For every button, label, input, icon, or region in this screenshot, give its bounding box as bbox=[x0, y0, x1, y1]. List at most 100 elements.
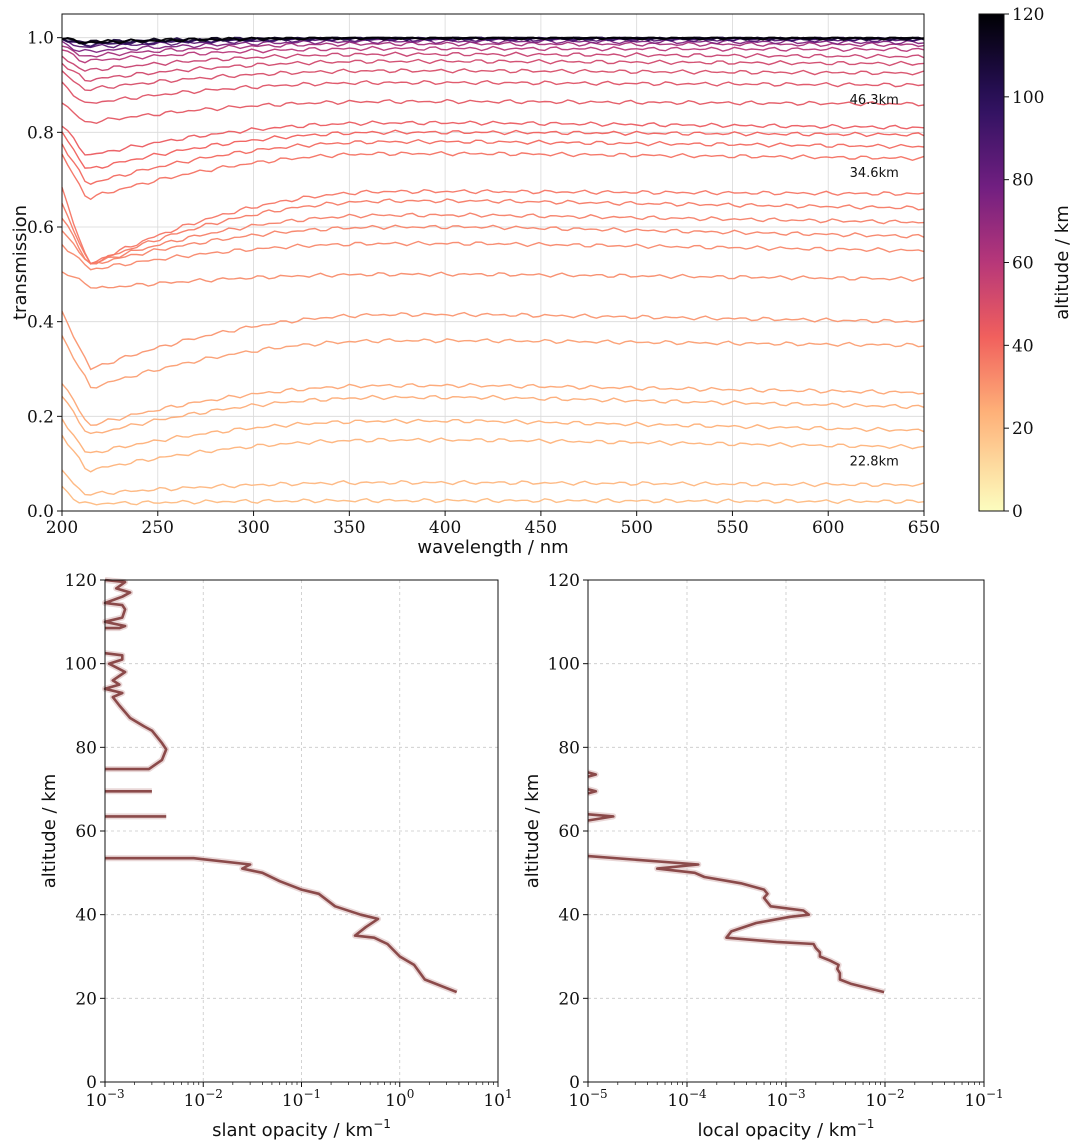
transmission-curve bbox=[61, 240, 925, 271]
x-tick-label: 10−1 bbox=[964, 1087, 1003, 1111]
y-tick-label: 60 bbox=[558, 822, 580, 842]
local-opacity-plot: 10−5 10−4 10−3 10−2 10−1 0 20 40 60 80 100 120 local… bbox=[522, 571, 1004, 1141]
y-tick-label: 0.8 bbox=[27, 123, 54, 143]
x-tick-label: 300 bbox=[237, 518, 269, 538]
plot-frame bbox=[61, 13, 925, 512]
x-tick-label: 10−4 bbox=[667, 1087, 707, 1111]
opacity-profile-line bbox=[587, 771, 598, 778]
y-tick-label: 100 bbox=[65, 655, 97, 675]
x-tick-label: 400 bbox=[429, 518, 461, 538]
transmission-curve bbox=[61, 382, 925, 426]
x-tick-label: 250 bbox=[142, 518, 174, 538]
transmission-curve bbox=[61, 79, 925, 104]
opacity-profile-line bbox=[105, 856, 458, 994]
x-tick-label: 10−2 bbox=[865, 1087, 904, 1111]
plot-frame bbox=[104, 579, 499, 1083]
plot-frame bbox=[587, 579, 985, 1083]
transmission-curve bbox=[61, 68, 925, 92]
colorbar-tick-label: 20 bbox=[1012, 419, 1034, 439]
x-tick-label: 10−3 bbox=[85, 1087, 124, 1111]
y-tick-label: 40 bbox=[558, 906, 580, 926]
y-tick-label: 0.2 bbox=[27, 407, 54, 427]
colorbar-tick-label: 80 bbox=[1012, 171, 1034, 191]
transmission-curve bbox=[61, 150, 925, 201]
opacity-profile-line bbox=[587, 787, 598, 795]
x-axis-label: local opacity / km−1 bbox=[698, 1117, 875, 1141]
y-tick-label: 120 bbox=[548, 571, 580, 591]
transmission-curve bbox=[61, 58, 925, 82]
y-tick-label: 0.4 bbox=[27, 313, 54, 333]
x-tick-label: 550 bbox=[716, 518, 748, 538]
slant-opacity-plot: 10−3 10−2 10−1 100 101 0 20 40 60 80 100 120 slant o… bbox=[39, 571, 513, 1141]
transmission-curve bbox=[61, 198, 925, 265]
transmission-curve bbox=[61, 45, 925, 64]
y-tick-label: 20 bbox=[75, 989, 97, 1009]
transmission-curve bbox=[61, 485, 925, 506]
colorbar-tick-label: 120 bbox=[1012, 5, 1044, 25]
transmission-curve bbox=[61, 41, 925, 58]
transmission-curve bbox=[61, 38, 925, 54]
y-tick-label: 0.0 bbox=[27, 502, 54, 522]
y-axis-label: altitude / km bbox=[522, 774, 543, 889]
transmission-curve bbox=[61, 271, 925, 289]
x-tick-label: 100 bbox=[385, 1087, 414, 1111]
transmission-plot: 200 250 300 350 400 450 500 550 600 650 0.0 0.2 0.4 0… bbox=[10, 13, 940, 558]
x-axis-label: wavelength / nm bbox=[417, 537, 568, 558]
transmission-curve bbox=[61, 98, 925, 125]
y-axis-label: transmission bbox=[10, 205, 31, 320]
colorbar-tick-label: 60 bbox=[1012, 254, 1034, 274]
colorbar-tick-label: 100 bbox=[1012, 88, 1044, 108]
x-tick-label: 10−2 bbox=[184, 1087, 223, 1111]
y-tick-label: 0 bbox=[86, 1073, 97, 1093]
opacity-profile-line bbox=[587, 854, 885, 994]
transmission-curve bbox=[61, 418, 925, 454]
x-tick-label: 600 bbox=[812, 518, 844, 538]
y-tick-label: 0.6 bbox=[27, 218, 54, 238]
colorbar-tick-label: 40 bbox=[1012, 336, 1034, 356]
y-tick-label: 120 bbox=[65, 571, 97, 591]
transmission-curve bbox=[61, 434, 925, 473]
x-tick-label: 350 bbox=[333, 518, 365, 538]
x-axis-label: slant opacity / km−1 bbox=[212, 1117, 391, 1141]
transmission-curve bbox=[61, 138, 925, 185]
x-tick-label: 10−5 bbox=[568, 1087, 607, 1111]
opacity-profile-line bbox=[587, 813, 615, 822]
y-tick-label: 80 bbox=[75, 738, 97, 758]
colorbar-label: altitude / km bbox=[1052, 205, 1073, 320]
opacity-profile-line bbox=[103, 578, 132, 630]
colorbar-bar bbox=[978, 13, 1005, 512]
transmission-curve bbox=[61, 212, 925, 265]
x-tick-label: 500 bbox=[620, 518, 652, 538]
uncertainty-band bbox=[105, 855, 458, 995]
uncertainty-band bbox=[102, 650, 170, 773]
y-tick-label: 0 bbox=[569, 1073, 580, 1093]
transmission-curve bbox=[61, 36, 925, 45]
x-tick-label: 200 bbox=[46, 518, 78, 538]
x-tick-label: 650 bbox=[908, 518, 940, 538]
altitude-colorbar: 0 20 40 60 80 100 120 altitude / km bbox=[978, 5, 1073, 522]
transmission-curve bbox=[61, 224, 925, 265]
y-tick-label: 1.0 bbox=[27, 29, 54, 49]
x-tick-label: 101 bbox=[483, 1087, 512, 1111]
y-tick-label: 40 bbox=[75, 906, 97, 926]
y-tick-label: 20 bbox=[558, 989, 580, 1009]
opacity-profile-line bbox=[103, 651, 168, 771]
x-tick-label: 10−1 bbox=[282, 1087, 321, 1111]
transmission-curve bbox=[61, 335, 925, 389]
transmission-curve bbox=[61, 186, 925, 265]
colorbar-tick-label: 0 bbox=[1012, 502, 1023, 522]
y-tick-label: 80 bbox=[558, 738, 580, 758]
y-tick-label: 100 bbox=[548, 655, 580, 675]
altitude-annotation: 34.6km bbox=[850, 166, 899, 181]
x-tick-label: 450 bbox=[525, 518, 557, 538]
transmission-curve bbox=[61, 310, 925, 371]
transmission-curve bbox=[61, 394, 925, 435]
transmission-curve bbox=[61, 120, 925, 156]
transmission-curve bbox=[61, 129, 925, 169]
y-tick-label: 60 bbox=[75, 822, 97, 842]
altitude-annotation: 22.8km bbox=[850, 455, 899, 470]
transmission-curve bbox=[61, 469, 925, 496]
x-tick-label: 10−3 bbox=[766, 1087, 805, 1111]
transmission-curve bbox=[61, 51, 925, 72]
